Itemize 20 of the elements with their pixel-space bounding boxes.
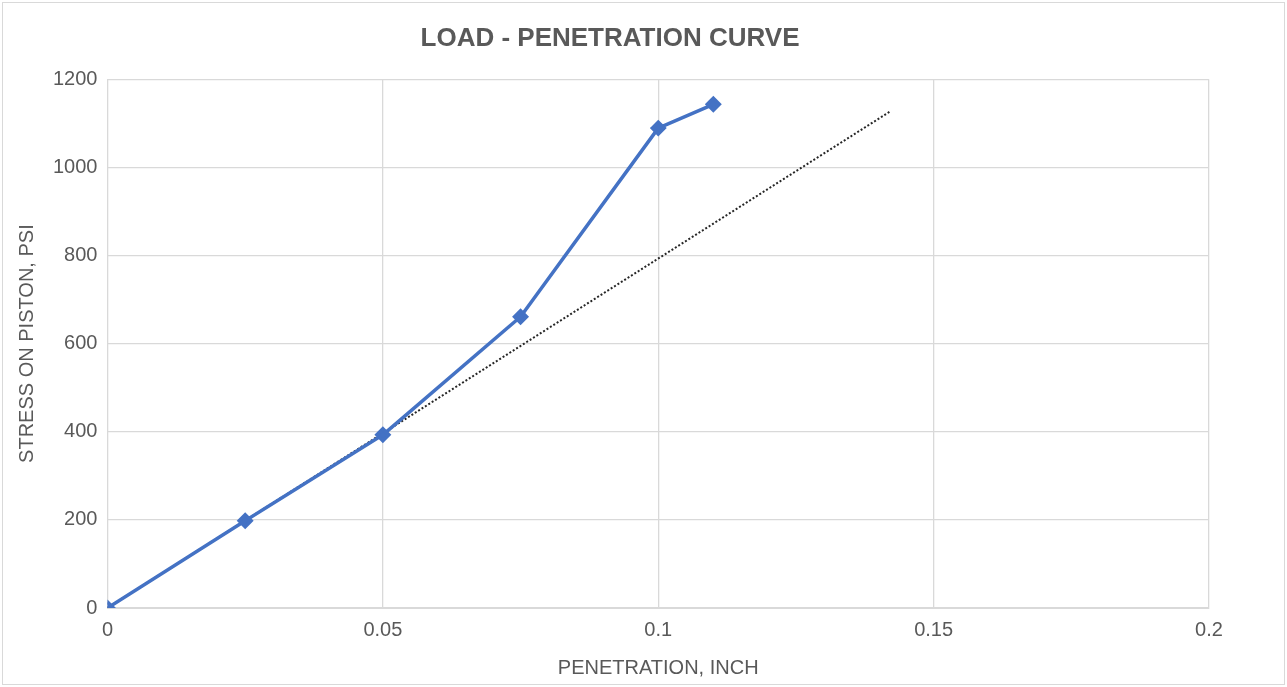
- y-tick-label: 1200: [52, 66, 98, 89]
- y-tick-label: 0: [86, 595, 98, 618]
- x-tick-label: 0.15: [914, 617, 954, 640]
- y-tick-label: 400: [64, 419, 98, 442]
- point: [512, 308, 529, 325]
- y-axis-title: STRESS ON PISTON, PSI: [14, 224, 37, 463]
- x-tick-label: 0.2: [1195, 617, 1223, 640]
- x-tick-label: 0: [101, 617, 114, 640]
- x-tick-label: 0.05: [363, 617, 403, 640]
- x-tick-label: 0.1: [644, 617, 673, 640]
- y-tick-label: 800: [64, 242, 98, 265]
- point: [375, 427, 391, 443]
- point: [650, 120, 666, 136]
- chart-title: LOAD - PENETRATION CURVE: [420, 21, 800, 52]
- point: [237, 513, 253, 529]
- y-tick-label: 200: [64, 507, 98, 530]
- y-tick-label: 600: [64, 331, 98, 354]
- x-axis-title: PENETRATION, INCH: [557, 655, 759, 678]
- point: [705, 96, 722, 113]
- y-tick-label: 1000: [52, 154, 98, 177]
